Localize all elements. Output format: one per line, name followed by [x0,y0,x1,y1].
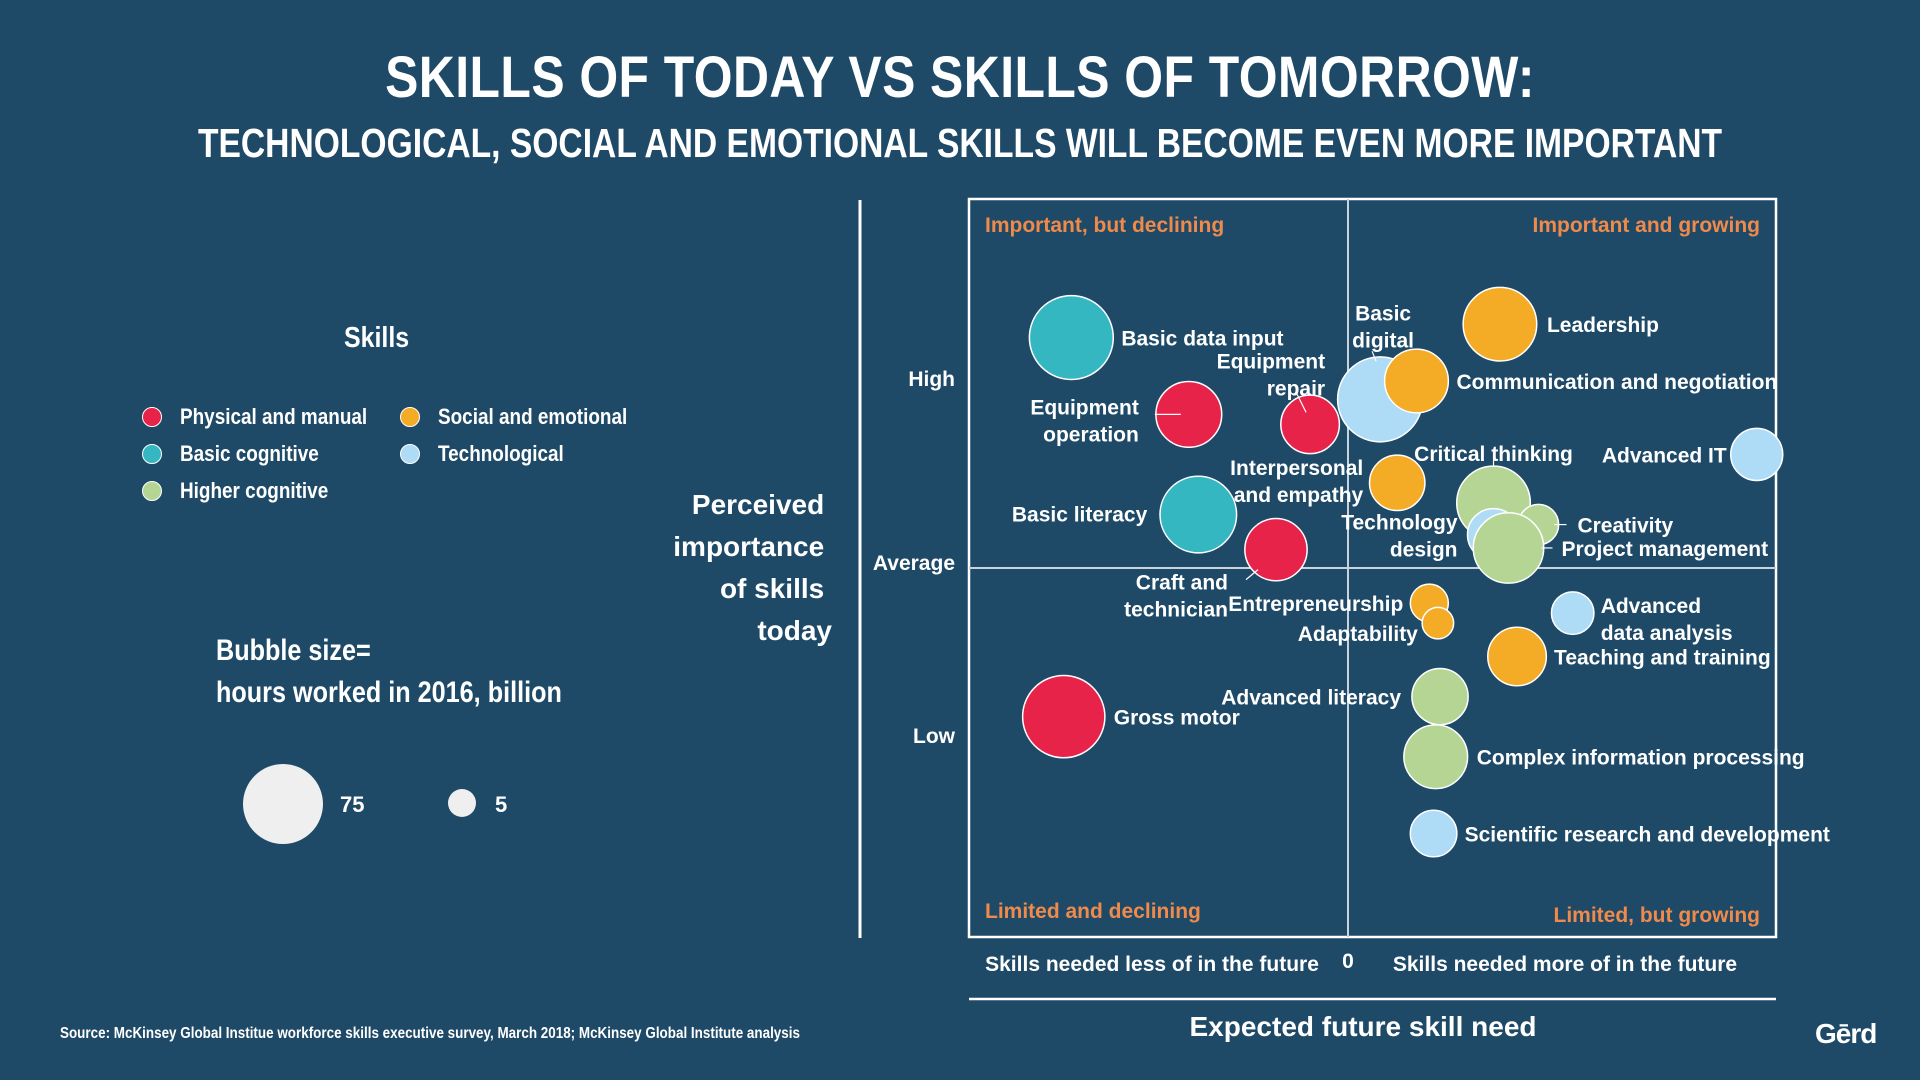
bubble-label-creativity: Creativity [1577,515,1673,538]
quadrant-label-bottom-right: Limited, but growing [1554,904,1760,927]
bubble-label-gross-motor: Gross motor [1114,707,1240,730]
legend-item-physical: Physical and manual [142,404,398,430]
y-axis-title-line: Perceived [692,489,824,520]
legend-dot-icon [400,444,420,464]
bubble-basic-data-input [1028,294,1115,381]
bubble-label-leadership: Leadership [1547,314,1659,337]
quadrant-label-top-left: Important, but declining [985,214,1224,237]
bubble-label-entrepreneurship: Entrepreneurship [1228,593,1403,616]
legend-item-higher: Higher cognitive [142,478,352,504]
leader-line-craft-and-technician [1245,569,1259,581]
y-tick-average: Average [873,552,955,575]
bubble-label-interpersonal-and-empathy: Interpersonal and empathy [1230,457,1363,507]
bubble-label-scientific-research-and-development: Scientific research and development [1465,824,1830,847]
bubble-label-project-management: Project management [1562,538,1769,561]
bubble-label-adaptability: Adaptability [1298,623,1418,646]
bubble-scientific-research-and-development [1409,809,1458,858]
legend-label: Physical and manual [180,404,368,429]
bubble-size-small-label: 5 [495,792,508,817]
y-axis-title-line: of skills [720,573,824,604]
quadrant-label-bottom-left: Limited and declining [985,900,1201,923]
source-note: Source: McKinsey Global Institue workfor… [60,1025,800,1042]
x-tick-right: Skills needed more of in the future [1393,953,1737,976]
y-tick-high: High [908,368,955,391]
bubble-size-title-line1: Bubble size= [216,634,371,667]
bubble-equipment-repair [1280,394,1341,455]
bubble-size-small-circle [448,789,476,817]
bubble-label-advanced-it: Advanced IT [1602,444,1727,467]
bubble-advanced-data-analysis [1550,591,1595,636]
bubble-label-complex-information-processing: Complex information processing [1477,747,1805,770]
bubble-size-title-line2: hours worked in 2016, billion [216,676,562,709]
bubble-label-layer: Basic data input Equipment operation Equipm… [1012,302,1830,846]
x-axis-title: Expected future skill need [1190,1011,1537,1042]
brand-logo: Gērd [1815,1018,1877,1049]
quadrant-label-top-right: Important and growing [1533,214,1760,237]
legend-label: Higher cognitive [180,478,329,503]
bubble-layer [1021,286,1784,858]
x-tick-zero: 0 [1342,950,1354,973]
legend-dot-icon [142,481,162,501]
bubble-label-basic-literacy: Basic literacy [1012,504,1148,527]
bubble-communication-and-negotiation [1383,348,1450,414]
bubble-label-technology-design: Technology design [1341,512,1458,562]
chart-subtitle: TECHNOLOGICAL, SOCIAL AND EMOTIONAL SKIL… [197,120,1723,166]
bubble-size-legend-title: Bubble size= hours worked in 2016, billi… [216,630,562,714]
bubble-basic-literacy [1159,475,1238,554]
legend-dot-icon [400,407,420,427]
chart-title: SKILLS OF TODAY VS SKILLS OF TOMORROW: [385,45,1535,110]
bubble-label-equipment-operation: Equipment operation [1030,396,1139,446]
bubble-gross-motor [1021,674,1106,759]
bubble-label-critical-thinking: Critical thinking [1414,443,1573,466]
bubble-advanced-it [1729,427,1784,482]
legend-dot-icon [142,444,162,464]
x-tick-left: Skills needed less of in the future [985,953,1319,976]
legend-item-basic: Basic cognitive [142,441,341,467]
bubble-label-teaching-and-training: Teaching and training [1554,647,1771,670]
bubble-label-basic-data-input: Basic data input [1121,328,1283,351]
leader-line-equipment-repair [1295,392,1307,413]
bubble-project-management [1472,511,1545,584]
bubble-size-large-label: 75 [340,792,365,817]
bubble-label-communication-and-negotiation: Communication and negotiation [1456,371,1777,394]
bubble-label-craft-and-technician: Craft and technician [1124,572,1228,622]
bubble-label-equipment-repair: Equipment repair [1217,350,1326,400]
y-axis-title: Perceived importance of skills today [673,489,832,646]
y-axis-title-line: today [757,615,832,646]
bubble-craft-and-technician [1244,517,1308,582]
bubble-complex-information-processing [1403,724,1469,790]
bubble-label-advanced-literacy: Advanced literacy [1221,687,1401,710]
bubble-adaptability [1421,606,1455,640]
legend-dot-icon [142,407,162,427]
bubble-teaching-and-training [1487,626,1548,687]
bubble-label-advanced-data-analysis: Advanced data analysis [1601,595,1733,645]
bubble-leadership [1462,286,1538,362]
leader-line-basic-digital [1371,351,1377,362]
legend-item-technological: Technological [400,441,584,467]
legend-label: Basic cognitive [180,441,319,466]
y-axis-title-line: importance [673,531,824,562]
bubble-size-large-circle [243,764,323,844]
bubble-advanced-literacy [1411,667,1469,726]
legend-label: Social and emotional [438,404,628,429]
legend-title: Skills [344,322,410,354]
legend-item-social: Social and emotional [400,404,658,430]
bubble-interpersonal-and-empathy [1368,454,1426,512]
bubble-label-basic-digital: Basic digital [1352,302,1414,352]
y-tick-low: Low [913,725,956,748]
legend-label: Technological [438,441,564,466]
